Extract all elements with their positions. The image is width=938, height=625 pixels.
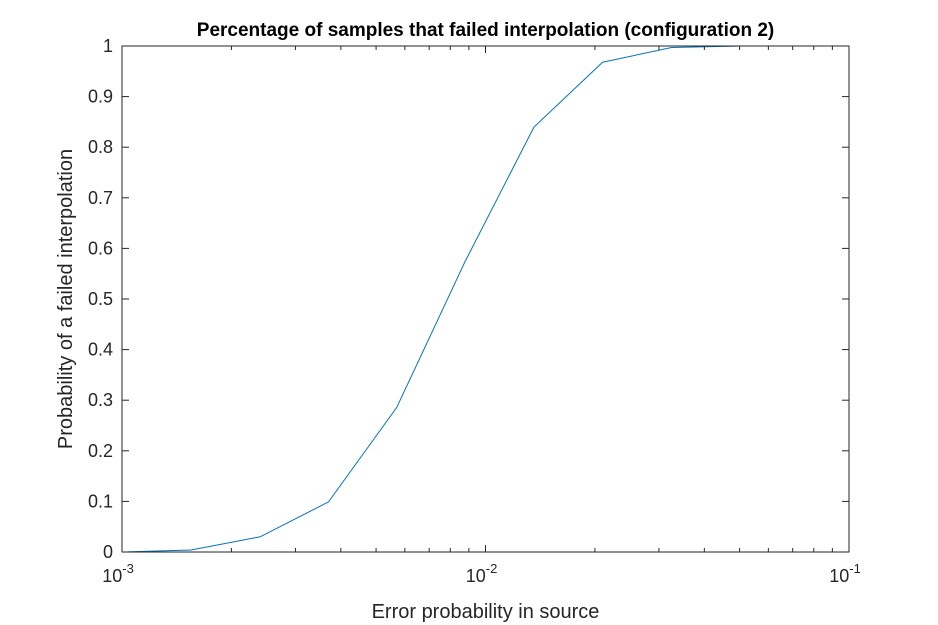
y-tick-label: 0.4 bbox=[88, 340, 113, 360]
x-axis-label: Error probability in source bbox=[372, 601, 600, 623]
y-tick-label: 1 bbox=[103, 36, 113, 56]
x-tick-label-base: 10 bbox=[466, 566, 486, 586]
y-tick-label: 0.3 bbox=[88, 390, 113, 410]
y-tick-label: 0.1 bbox=[88, 491, 113, 511]
y-tick-label: 0.8 bbox=[88, 137, 113, 157]
x-tick-label-exponent: -2 bbox=[486, 561, 498, 576]
y-tick-label: 0.5 bbox=[88, 289, 113, 309]
plot-area: 00.10.20.30.40.50.60.70.80.91 10-3 10-2 10… bbox=[88, 36, 861, 586]
y-tick-label: 0.9 bbox=[88, 87, 113, 107]
x-tick-label-exponent: -1 bbox=[849, 561, 861, 576]
series-layer bbox=[121, 45, 741, 553]
x-axis-ticks: 10-3 10-2 10-1 bbox=[102, 46, 861, 586]
axes-background bbox=[122, 46, 849, 552]
y-tick-label: 0.6 bbox=[88, 238, 113, 258]
x-tick-label-exponent: -3 bbox=[122, 561, 134, 576]
y-tick-label: 0.2 bbox=[88, 441, 113, 461]
x-tick-label-base: 10 bbox=[829, 566, 849, 586]
x-tick-label: 10-1 bbox=[829, 561, 861, 586]
x-tick-label: 10-2 bbox=[466, 561, 498, 586]
x-tick-label: 10-3 bbox=[102, 561, 134, 586]
series-line bbox=[121, 45, 741, 553]
y-axis-label: Probability of a failed interpolation bbox=[55, 149, 77, 449]
y-tick-label: 0 bbox=[103, 542, 113, 562]
chart-title: Percentage of samples that failed interp… bbox=[197, 20, 774, 41]
x-tick-label-base: 10 bbox=[102, 566, 122, 586]
y-axis-ticks: 0 0.1 0.2 0.3 0.4 0.5 0.6 0.7 0.8 0.9 1 bbox=[88, 36, 849, 562]
y-tick-label: 0.7 bbox=[88, 188, 113, 208]
